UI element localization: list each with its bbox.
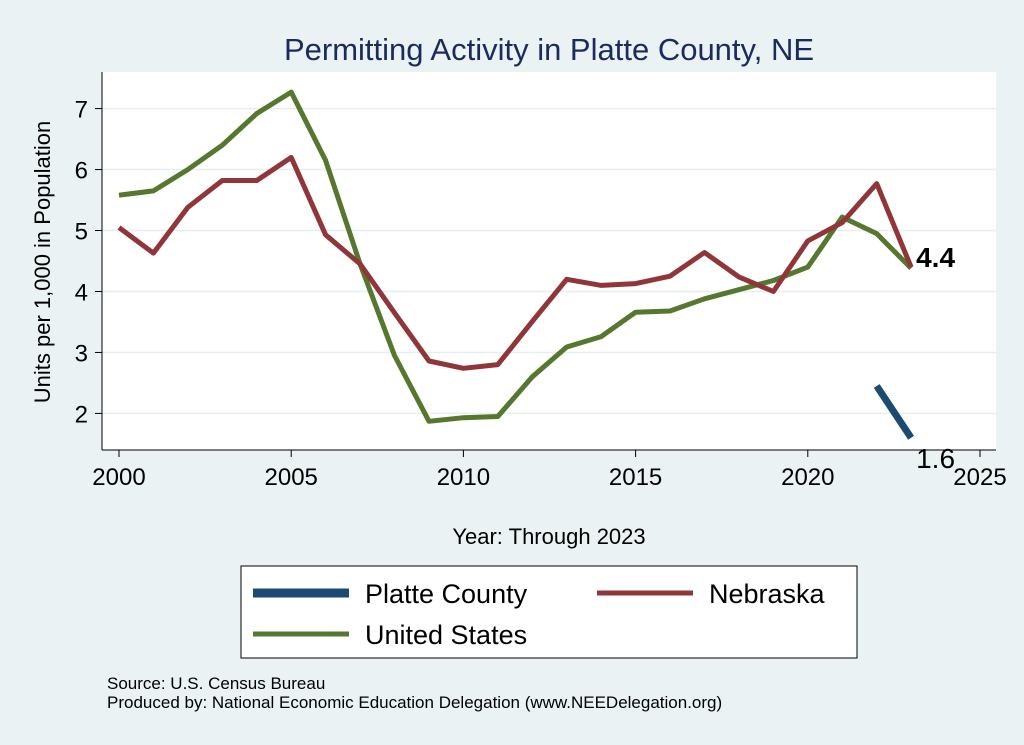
source-note: Source: U.S. Census Bureau [107,674,325,693]
end-labels: 1.6 4.4 [916,242,955,474]
end-label-platte-county: 1.6 [916,443,955,474]
series-line-nebraska [117,154,914,371]
series-layer [117,89,915,440]
legend-box [240,565,858,659]
x-tick-label: 2005 [265,464,318,491]
y-tick-label: 2 [75,401,88,428]
series-line-platte-county [873,384,915,440]
y-tick-label: 6 [75,158,88,185]
producer-note: Produced by: National Economic Education… [107,693,722,712]
end-label-nebraska: 4.4 [916,242,955,273]
chart-title: Permitting Activity in Platte County, NE [284,32,814,67]
legend: Platte County Nebraska United States [240,565,858,659]
y-tick-label: 7 [75,97,88,124]
axes: 2 3 4 5 6 7 2000 2005 2010 2015 2020 2025 [75,72,1007,491]
y-tick-label: 5 [75,219,88,246]
legend-label-nebraska: Nebraska [709,579,826,609]
y-tick-label: 3 [75,340,88,367]
y-axis-title: Units per 1,000 in Population [30,121,55,404]
series-line-united-states [118,89,913,424]
x-axis-title: Year: Through 2023 [452,524,645,549]
grid-lines [102,107,996,415]
x-tick-label: 2000 [92,464,145,491]
x-tick-label: 2015 [609,464,662,491]
legend-label-united-states: United States [365,620,527,650]
x-tick-label: 2020 [781,464,834,491]
legend-label-platte-county: Platte County [365,579,528,609]
y-tick-label: 4 [75,279,88,306]
x-tick-label: 2010 [437,464,490,491]
x-tick-label: 2025 [953,464,1006,491]
plot-area [102,72,996,450]
